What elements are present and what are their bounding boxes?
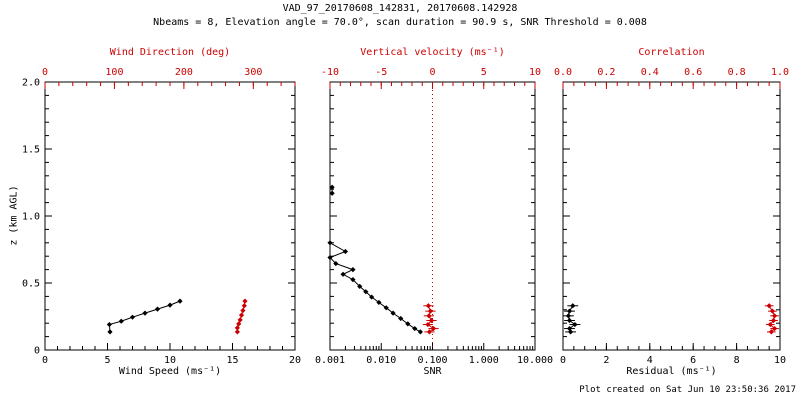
axis-title-correlation: Correlation [638,47,705,58]
axis-title-residual: Residual (ms⁻¹) [626,366,717,377]
svg-text:0: 0 [42,67,48,78]
svg-text:200: 200 [175,67,193,78]
svg-text:6: 6 [690,355,696,366]
plot-title: VAD_97_20170608_142831, 20170608.142928 [282,3,518,14]
axis-title-wind-direction: Wind Direction (deg) [109,47,231,58]
svg-text:0.5: 0.5 [22,279,40,290]
creation-timestamp: Plot created on Sat Jun 10 23:50:36 2017 [579,385,796,395]
axis-title-vertical-velocity: Vertical velocity (ms⁻¹) [360,47,505,58]
svg-text:5: 5 [104,355,110,366]
svg-text:10: 10 [529,67,541,78]
axis-title-wind-speed: Wind Speed (ms⁻¹) [118,366,222,377]
svg-text:1.0: 1.0 [22,212,40,223]
svg-text:0.4: 0.4 [641,67,659,78]
svg-text:10.000: 10.000 [517,355,553,366]
svg-text:10: 10 [774,355,786,366]
svg-text:5: 5 [481,67,487,78]
svg-text:0: 0 [429,67,435,78]
svg-text:-5: -5 [375,67,387,78]
svg-text:0.6: 0.6 [684,67,702,78]
svg-text:10: 10 [164,355,176,366]
svg-text:-10: -10 [321,67,339,78]
svg-text:15: 15 [226,355,238,366]
svg-text:100: 100 [105,67,123,78]
svg-text:2: 2 [603,355,609,366]
svg-text:2.0: 2.0 [22,78,40,89]
svg-text:300: 300 [244,67,262,78]
svg-text:0.0: 0.0 [554,67,572,78]
plot-subtitle: Nbeams = 8, Elevation angle = 70.0°, sca… [153,17,647,28]
svg-text:0.100: 0.100 [417,355,447,366]
svg-text:1.5: 1.5 [22,145,40,156]
svg-text:0.2: 0.2 [597,67,615,78]
svg-text:0: 0 [560,355,566,366]
svg-text:1.000: 1.000 [469,355,499,366]
svg-text:0.001: 0.001 [315,355,345,366]
svg-text:0.8: 0.8 [728,67,746,78]
svg-text:1.0: 1.0 [771,67,789,78]
svg-text:4: 4 [647,355,653,366]
axis-title-snr: SNR [423,366,442,377]
svg-text:8: 8 [734,355,740,366]
svg-text:0: 0 [34,346,40,357]
svg-text:0: 0 [42,355,48,366]
svg-text:0.010: 0.010 [366,355,396,366]
svg-text:20: 20 [289,355,301,366]
